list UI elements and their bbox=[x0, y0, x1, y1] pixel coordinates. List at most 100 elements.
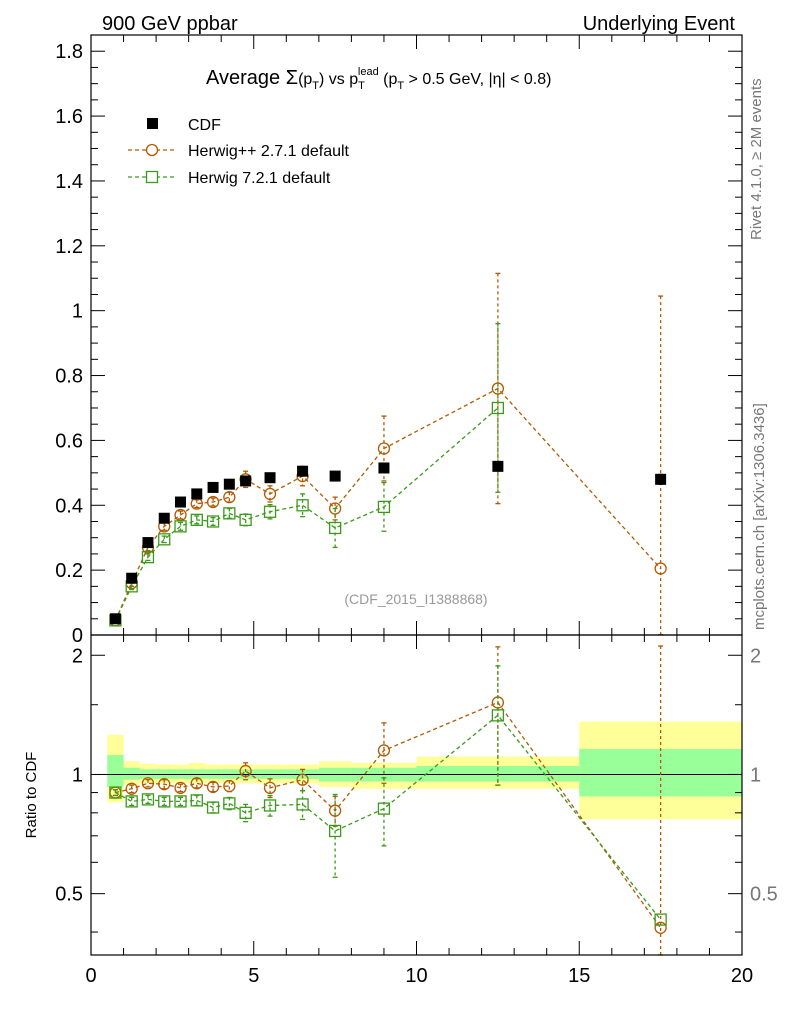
main-cdf-point bbox=[175, 496, 187, 508]
legend: CDF Herwig++ 2.7.1 default Herwig 7.2.1 … bbox=[128, 117, 350, 187]
main-herwig7-point bbox=[377, 500, 391, 514]
main-cdf-point bbox=[492, 460, 504, 472]
main-cdf-point bbox=[109, 613, 121, 625]
main-y-tick-label: 1.6 bbox=[55, 106, 83, 128]
ratio-x-tick-label: 15 bbox=[568, 965, 590, 987]
ratio-herwig7-point bbox=[141, 793, 155, 806]
main-herwig7-line bbox=[114, 407, 499, 621]
main-herwigpp-point bbox=[654, 562, 667, 575]
main-herwig7-point bbox=[239, 513, 252, 527]
legend-entry-herwig7: Herwig 7.2.1 default bbox=[128, 170, 331, 187]
main-cdf-point bbox=[207, 481, 219, 493]
ratio-herwig7-point bbox=[491, 709, 505, 722]
ratio-herwig7-point bbox=[174, 795, 187, 808]
main-herwig7-point bbox=[223, 507, 236, 520]
ratio-herwigpp-point bbox=[223, 779, 236, 793]
legend-marker-cdf bbox=[147, 118, 158, 129]
ratio-y-tick-label-right: 2 bbox=[750, 645, 761, 667]
mcplots-label: mcplots.cern.ch [arXiv:1306.3436] bbox=[751, 403, 768, 630]
legend-entry-herwigpp: Herwig++ 2.7.1 default bbox=[128, 143, 350, 160]
main-y-tick-label: 1.8 bbox=[55, 41, 83, 63]
ratio-y-tick-label: 1 bbox=[72, 764, 83, 786]
ratio-herwigpp-point bbox=[296, 773, 309, 786]
main-cdf-point bbox=[223, 478, 235, 490]
rivet-label: Rivet 4.1.0, ≥ 2M events bbox=[748, 78, 765, 240]
ratio-x-tick-label: 5 bbox=[248, 965, 259, 987]
ratio-herwig7-point bbox=[377, 802, 391, 815]
main-cdf-point bbox=[378, 462, 390, 474]
ratio-herwigpp-point bbox=[158, 778, 171, 791]
main-cdf-point bbox=[264, 472, 276, 484]
ratio-marks bbox=[109, 645, 667, 956]
legend-entry-cdf: CDF bbox=[147, 117, 221, 134]
main-y-tick-label: 0 bbox=[72, 625, 83, 647]
ratio-herwig7-point bbox=[109, 786, 122, 799]
main-cdf-point bbox=[126, 572, 138, 584]
main-cdf-point bbox=[240, 475, 252, 487]
ratio-herwig7-point bbox=[328, 824, 342, 838]
main-y-tick-label: 1 bbox=[72, 301, 83, 323]
main-herwig7-point bbox=[206, 515, 220, 528]
ratio-herwigpp-point bbox=[125, 782, 138, 795]
main-ticks: 0 0.2 0.4 0.6 0.8 1 1.2 1.4 1.6 1.8 bbox=[55, 35, 743, 647]
legend-label-herwig7: Herwig 7.2.1 default bbox=[188, 170, 331, 187]
main-herwig7-point bbox=[141, 551, 155, 564]
main-herwig7-point bbox=[263, 505, 277, 518]
ratio-y-tick-label-right: 1 bbox=[750, 764, 761, 786]
ratio-herwig7-point bbox=[223, 797, 236, 810]
ratio-herwig7-point bbox=[158, 795, 171, 808]
ratio-x-tick-label: 0 bbox=[85, 965, 96, 987]
main-y-tick-label: 0.6 bbox=[55, 430, 83, 452]
main-herwigpp-point bbox=[377, 442, 391, 455]
main-herwig7-point bbox=[296, 499, 309, 512]
ratio-herwigpp-point bbox=[263, 781, 277, 795]
header-right: Underlying Event bbox=[583, 13, 736, 35]
ratio-y-tick-label: 2 bbox=[72, 645, 83, 667]
main-herwig7-point bbox=[158, 533, 171, 546]
main-y-tick-label: 0.4 bbox=[55, 495, 83, 517]
main-cdf-point bbox=[655, 473, 667, 485]
ratio-x-tick-label: 20 bbox=[731, 965, 753, 987]
main-cdf-point bbox=[158, 512, 170, 524]
legend-label-herwigpp: Herwig++ 2.7.1 default bbox=[188, 143, 350, 160]
main-herwigpp-point bbox=[206, 495, 220, 509]
ratio-herwig7-point bbox=[654, 913, 667, 926]
ratio-band-inner bbox=[107, 754, 124, 787]
main-y-tick-label: 1.2 bbox=[55, 236, 83, 258]
main-y-tick-label: 0.8 bbox=[55, 366, 83, 388]
ratio-herwigpp-line bbox=[115, 701, 662, 929]
ratio-herwig7-line bbox=[115, 714, 662, 921]
main-panel: 0 0.2 0.4 0.6 0.8 1 1.2 1.4 1.6 1.8 Average Σ(pT)… bbox=[55, 34, 743, 647]
ratio-herwig7-point bbox=[263, 799, 277, 812]
ratio-herwig7-point bbox=[190, 794, 203, 807]
main-cdf-point bbox=[142, 537, 154, 549]
legend-marker-herwig7 bbox=[145, 170, 159, 184]
ratio-frame bbox=[90, 634, 743, 956]
ratio-band-inner bbox=[123, 767, 140, 780]
main-marks bbox=[109, 272, 667, 636]
ratio-y-tick-label-right: 0.5 bbox=[750, 884, 778, 906]
header-left: 900 GeV ppbar bbox=[102, 13, 238, 35]
main-herwigpp-line bbox=[114, 387, 662, 621]
legend-label-cdf: CDF bbox=[188, 117, 221, 134]
main-herwigpp-point bbox=[223, 491, 236, 504]
main-herwigpp-point bbox=[328, 502, 342, 515]
ratio-ticks: 0.5 0.51 12 20 5 10 15 20 bbox=[55, 635, 778, 987]
ratio-herwigpp-point bbox=[377, 744, 391, 757]
main-cdf-point bbox=[297, 465, 309, 477]
analysis-watermark: (CDF_2015_I1388868) bbox=[344, 591, 487, 607]
chart-title: Average Σ(pT) vs pTlead (pT > 0.5 GeV, |… bbox=[206, 66, 551, 92]
main-herwigpp-point bbox=[263, 487, 277, 501]
main-herwigpp-point bbox=[491, 382, 505, 395]
main-y-tick-label: 0.2 bbox=[55, 560, 83, 582]
ratio-herwig7-point bbox=[296, 798, 309, 811]
ratio-panel: 0.5 0.51 12 20 5 10 15 20 Ratio to CDF bbox=[23, 634, 778, 987]
main-cdf-point bbox=[329, 470, 341, 482]
ratio-herwig7-point bbox=[239, 806, 252, 819]
ratio-herwigpp-point bbox=[206, 780, 220, 794]
ratio-y-tick-label: 0.5 bbox=[55, 884, 83, 906]
main-herwig7-point bbox=[190, 513, 203, 527]
ratio-herwigpp-point bbox=[654, 921, 667, 934]
ratio-herwigpp-point bbox=[239, 764, 252, 778]
